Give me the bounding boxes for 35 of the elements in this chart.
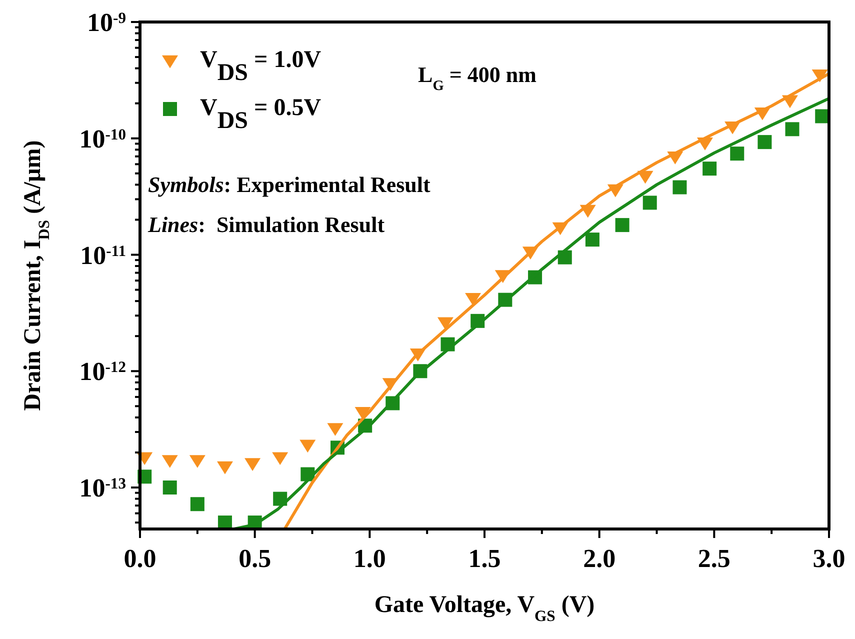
point <box>437 317 454 330</box>
annotation: Symbols: Experimental Result <box>148 172 431 197</box>
point <box>785 122 800 136</box>
y-tick-label: 10$^{-10}$ <box>79 124 126 154</box>
point <box>244 458 261 471</box>
y-tick-label: 10$^{-11}$ <box>80 240 126 270</box>
point <box>300 440 316 453</box>
annotation: L$_{G}$ = 400 nm <box>418 62 536 94</box>
point <box>216 461 233 474</box>
point <box>702 162 717 176</box>
point <box>642 196 657 210</box>
point <box>190 497 204 512</box>
annotation: Lines: Simulation Result <box>147 212 386 237</box>
point <box>672 180 687 194</box>
point <box>327 423 344 436</box>
x-tick-label: 1.5 <box>468 544 501 573</box>
point <box>162 455 178 468</box>
y-tick-label: 10$^{-13}$ <box>79 474 126 503</box>
point <box>615 218 630 232</box>
x-tick-label: 2.0 <box>583 544 616 573</box>
x-tick-label: 0.5 <box>238 544 272 573</box>
point <box>730 146 744 161</box>
y-tick-label: 10$^{-9}$ <box>87 8 126 37</box>
x-tick-label: 1.0 <box>353 544 386 573</box>
x-tick-label: 0.0 <box>124 544 156 573</box>
point <box>465 293 482 306</box>
point <box>162 480 177 495</box>
x-tick-label: 2.5 <box>698 544 730 573</box>
point <box>272 452 288 465</box>
y-tick-label: 10$^{-12}$ <box>79 357 126 386</box>
point <box>758 135 772 150</box>
point <box>585 232 600 247</box>
point <box>189 455 206 468</box>
x-axis-title: Gate Voltage, V$_{GS}$ (V) <box>374 592 595 624</box>
x-tick-label: 3.0 <box>812 544 846 573</box>
